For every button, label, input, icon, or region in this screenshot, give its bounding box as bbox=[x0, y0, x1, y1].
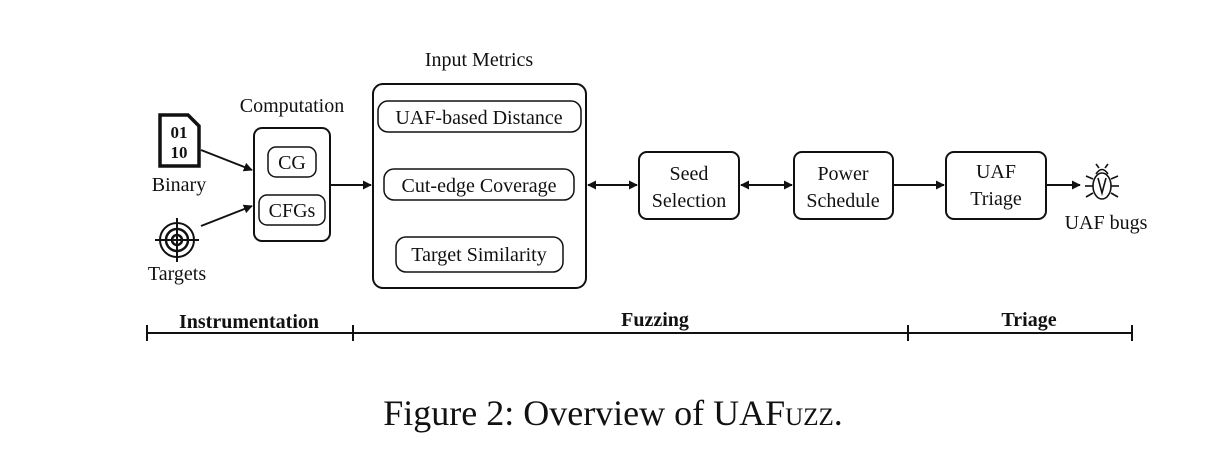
cfgs-box bbox=[258, 194, 326, 226]
power-schedule-line2: Schedule bbox=[806, 190, 879, 212]
computation-title: Computation bbox=[240, 95, 344, 117]
binary-file-icon: 01 10 bbox=[158, 113, 201, 168]
bug-icon bbox=[1085, 163, 1119, 200]
caption-suffix: . bbox=[833, 393, 843, 433]
caption-prefix: Figure 2: Overview of UAF bbox=[383, 393, 786, 433]
phase-timeline bbox=[146, 325, 1133, 341]
figure-caption: Figure 2: Overview of UAFuzz. bbox=[0, 392, 1226, 434]
input-metrics-title: Input Metrics bbox=[425, 49, 534, 71]
cut-edge-box bbox=[383, 168, 575, 201]
uafuzz-overview-diagram: 01 10 Binary Targets Computation CG CFGs… bbox=[146, 49, 1148, 341]
phase-instrumentation: Instrumentation bbox=[179, 311, 319, 333]
seed-selection-line1: Seed bbox=[670, 163, 709, 185]
target-icon bbox=[155, 218, 199, 262]
uaf-distance-label: UAF-based Distance bbox=[395, 107, 562, 129]
binary-glyph-bottom: 10 bbox=[171, 143, 188, 162]
targets-label: Targets bbox=[148, 263, 206, 285]
power-schedule-line1: Power bbox=[817, 163, 868, 185]
uaf-bugs-label: UAF bugs bbox=[1065, 212, 1148, 234]
seed-selection-box bbox=[638, 151, 740, 220]
cfgs-label: CFGs bbox=[269, 200, 316, 222]
uaf-triage-line2: Triage bbox=[970, 188, 1022, 210]
phase-triage: Triage bbox=[1001, 309, 1056, 331]
cut-edge-label: Cut-edge Coverage bbox=[402, 175, 557, 197]
phase-fuzzing: Fuzzing bbox=[621, 309, 689, 331]
target-similarity-label: Target Similarity bbox=[411, 244, 546, 266]
uaf-distance-box bbox=[377, 100, 582, 133]
target-similarity-box bbox=[395, 236, 564, 273]
arrow-targets-to-computation bbox=[200, 204, 253, 227]
caption-smallcaps: uzz bbox=[785, 393, 834, 433]
binary-label: Binary bbox=[152, 174, 206, 196]
uaf-triage-box bbox=[945, 151, 1047, 220]
cg-label: CG bbox=[278, 152, 306, 174]
arrow-binary-to-computation bbox=[200, 149, 253, 172]
uaf-triage-line1: UAF bbox=[976, 161, 1016, 183]
seed-selection-line2: Selection bbox=[652, 190, 726, 212]
cg-box bbox=[267, 146, 317, 178]
binary-glyph-top: 01 bbox=[171, 123, 188, 142]
power-schedule-box bbox=[793, 151, 894, 220]
